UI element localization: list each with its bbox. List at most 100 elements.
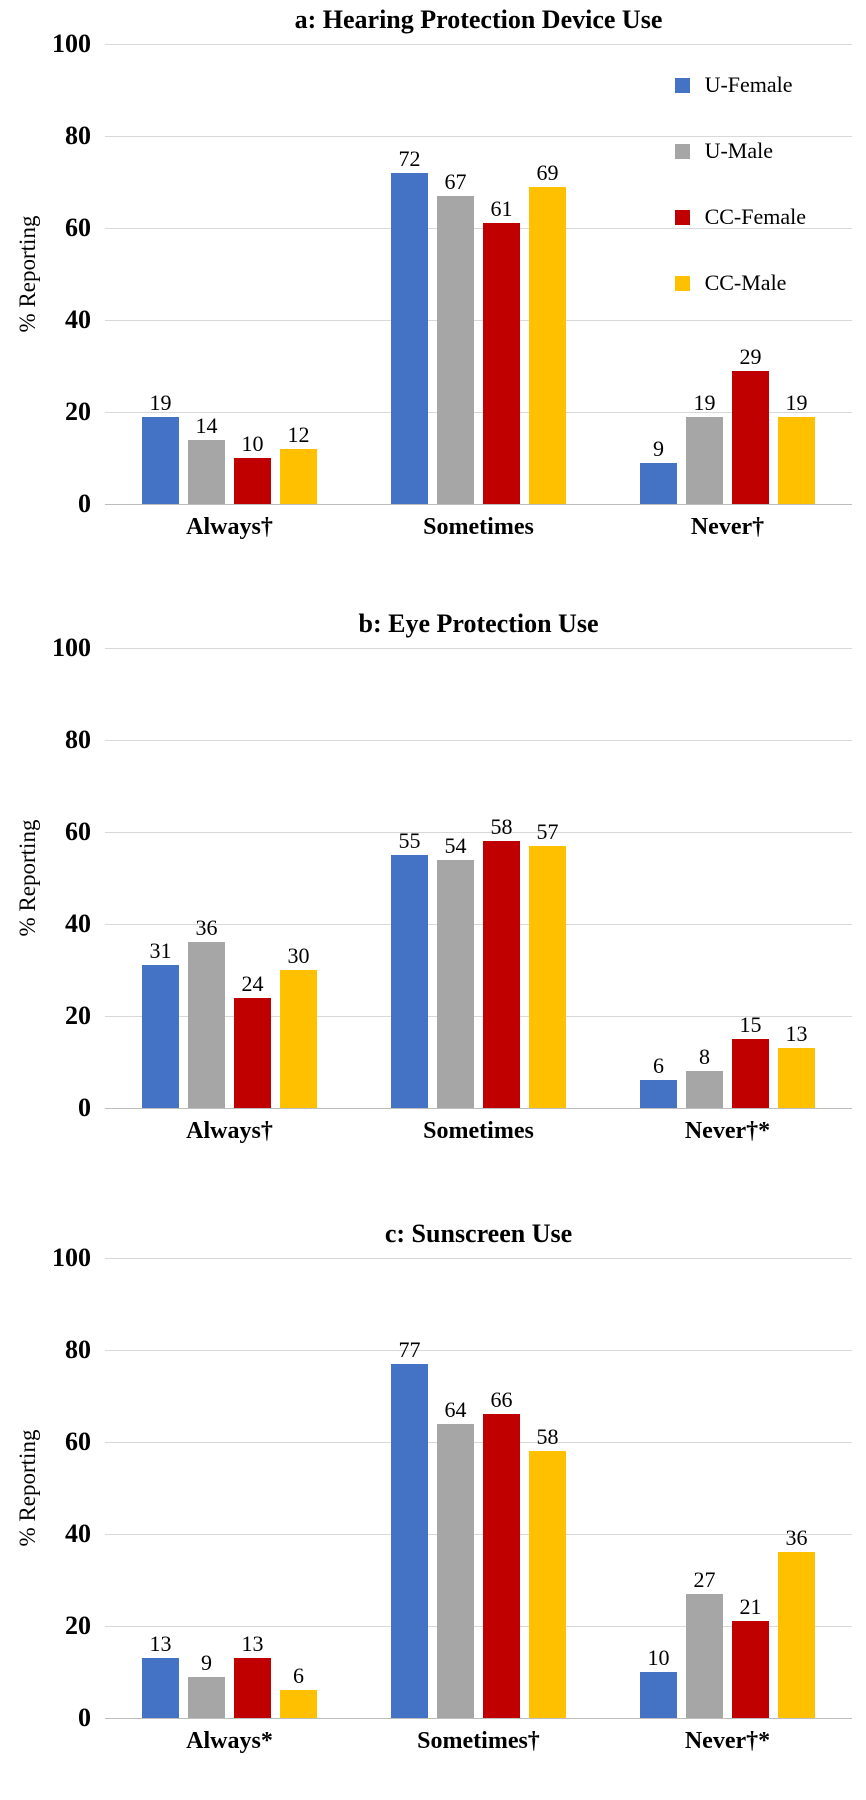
bar-group-2: 55 54 58 57 (391, 648, 566, 1108)
x-category-label: Sometimes† (417, 1728, 540, 1754)
gridline-20 (105, 1626, 852, 1627)
chart-title: c: Sunscreen Use (384, 1219, 573, 1248)
bar-value-label: 21 (739, 1594, 762, 1620)
bar-value-label: 77 (398, 1336, 421, 1362)
y-tick-label-20: 20 (65, 1001, 91, 1030)
bar-value-label: 19 (149, 389, 172, 415)
gridline-100 (105, 648, 852, 649)
bar-value-label: 13 (241, 1631, 264, 1657)
bar-value-label: 36 (195, 915, 218, 941)
bar-value-label: 19 (693, 389, 716, 415)
y-tick-label-0: 0 (78, 489, 91, 518)
legend-item-u-male: U-Male (674, 138, 806, 163)
gridline-0 (105, 1718, 852, 1719)
bar-value-label: 6 (653, 1053, 664, 1079)
bar-value-label: 36 (785, 1525, 808, 1551)
bar-cc-female: 15 (732, 1014, 769, 1108)
bar-group-2: 77 64 66 58 (391, 1258, 566, 1718)
chart-hearing-protection: a: Hearing Protection Device Use % Repor… (0, 0, 866, 540)
bar-u-male: 36 (188, 917, 225, 1108)
legend-swatch-icon (674, 209, 690, 225)
bar-u-female: 9 (640, 437, 677, 504)
legend-label: U-Male (704, 138, 773, 163)
bar-u-female: 13 (142, 1633, 179, 1718)
bar-value-label: 10 (647, 1645, 670, 1670)
bar-cc-male: 12 (280, 423, 317, 504)
x-category-label: Always† (186, 1118, 273, 1144)
gridline-80 (105, 136, 852, 137)
y-tick-label-60: 60 (65, 213, 91, 242)
bar-value-label: 72 (398, 145, 421, 171)
x-axis: Always† Sometimes Never†* (105, 1118, 852, 1144)
gridline-40 (105, 320, 852, 321)
bar-groups: 19 14 10 12 72 67 61 69 9 19 29 19 (105, 44, 852, 504)
bar-u-male: 9 (188, 1651, 225, 1718)
bar-u-male: 64 (437, 1398, 474, 1718)
plot-area: % Reporting 0 20 40 60 80 100 19 14 10 12 72 67 61 6… (15, 31, 852, 517)
y-tick-label-40: 40 (65, 305, 91, 334)
x-category-label: Never† (690, 514, 765, 540)
bar-value-label: 14 (195, 412, 218, 438)
y-tick-label-40: 40 (65, 1519, 91, 1548)
y-tick-label-100: 100 (52, 633, 91, 662)
x-category-label: Always* (186, 1728, 273, 1754)
bar-u-female: 72 (391, 147, 428, 504)
bar-value-label: 6 (293, 1663, 304, 1689)
bar-value-label: 29 (739, 343, 762, 369)
bar-cc-male: 6 (280, 1665, 317, 1718)
bar-group-1: 31 36 24 30 (142, 648, 317, 1108)
gridline-60 (105, 832, 852, 833)
bar-group-2: 72 67 61 69 (391, 44, 566, 504)
bar-u-male: 67 (437, 170, 474, 504)
bar-value-label: 13 (149, 1631, 172, 1657)
y-tick-label-20: 20 (65, 1611, 91, 1640)
gridline-20 (105, 1016, 852, 1017)
bar-groups: 13 9 13 6 77 64 66 58 10 27 21 36 (105, 1258, 852, 1718)
bar-group-3: 6 8 15 13 (640, 648, 815, 1108)
legend: U-Female U-Male CC-Female CC-Male (674, 72, 806, 294)
bar-u-female: 77 (391, 1338, 428, 1718)
bar-value-label: 66 (490, 1387, 513, 1413)
gridline-0 (105, 504, 852, 505)
chart-title: a: Hearing Protection Device Use (294, 5, 663, 34)
bar-value-label: 9 (653, 435, 664, 461)
y-axis-label: % Reporting (15, 819, 40, 937)
plot-area: % Reporting 0 20 40 60 80 100 13 9 13 6 77 64 66 58 1… (15, 1245, 852, 1731)
bar-u-male: 8 (686, 1046, 723, 1108)
bar-cc-female: 21 (732, 1596, 769, 1718)
bar-value-label: 19 (785, 389, 808, 415)
bar-value-label: 12 (287, 421, 310, 447)
bar-group-1: 19 14 10 12 (142, 44, 317, 504)
bar-value-label: 13 (785, 1021, 808, 1047)
y-tick-label-40: 40 (65, 909, 91, 938)
bar-group-3: 9 19 29 19 (640, 44, 815, 504)
y-tick-label-80: 80 (65, 1335, 91, 1364)
x-axis: Always* Sometimes† Never†* (105, 1728, 852, 1754)
bar-cc-male: 19 (778, 391, 815, 504)
bar-groups: 31 36 24 30 55 54 58 57 6 8 15 13 (105, 648, 852, 1108)
bar-u-female: 31 (142, 940, 179, 1108)
bar-u-female: 6 (640, 1055, 677, 1108)
bar-u-male: 27 (686, 1568, 723, 1718)
bar-value-label: 24 (241, 970, 264, 996)
bar-value-label: 54 (444, 832, 467, 858)
gridline-60 (105, 228, 852, 229)
bar-value-label: 15 (739, 1012, 762, 1037)
legend-label: U-Female (704, 72, 793, 97)
bar-u-male: 54 (437, 834, 474, 1108)
bar-cc-female: 13 (234, 1633, 271, 1718)
y-tick-label-60: 60 (65, 1427, 91, 1456)
y-tick-label-100: 100 (52, 29, 91, 58)
bar-value-label: 8 (699, 1044, 710, 1070)
bar-cc-female: 66 (483, 1389, 520, 1718)
bar-cc-male: 57 (529, 820, 566, 1108)
bar-cc-male: 30 (280, 945, 317, 1108)
bar-u-female: 10 (640, 1647, 677, 1718)
legend-item-u-female: U-Female (674, 72, 806, 97)
gridline-40 (105, 924, 852, 925)
bar-group-1: 13 9 13 6 (142, 1258, 317, 1718)
y-axis-label: % Reporting (15, 215, 40, 333)
chart-eye-protection: b: Eye Protection Use % Reporting 0 20 40 6… (0, 540, 866, 1144)
bar-value-label: 9 (201, 1649, 212, 1675)
bar-cc-female: 29 (732, 345, 769, 504)
